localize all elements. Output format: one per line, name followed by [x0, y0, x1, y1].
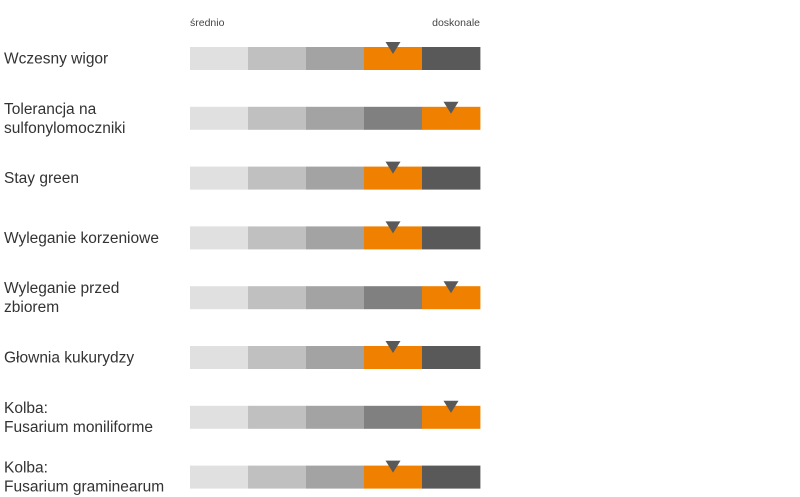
trait-label-line: Kolba: — [4, 400, 48, 417]
rating-marker-icon — [385, 341, 401, 353]
trait-rows: Wczesny wigor Tolerancja na sulfonylomoczn… — [4, 42, 481, 496]
rating-marker-icon — [443, 101, 459, 114]
trait-label-line: zbiorem — [4, 299, 59, 316]
rating-marker-icon — [385, 460, 401, 473]
trait-label: Wyleganie przed zbiorem — [4, 280, 119, 316]
rating-segment — [306, 47, 365, 70]
trait-label: Stay green — [4, 170, 79, 187]
rating-segment — [190, 286, 249, 310]
trait-label: Kolba: Fusarium graminearum — [4, 460, 164, 496]
rating-segment — [248, 405, 307, 429]
trait-label-line: Wczesny wigor — [4, 51, 108, 68]
rating-segment — [364, 405, 423, 429]
trait-label-line: Fusarium graminearum — [4, 479, 164, 496]
rating-segment-selected — [364, 346, 423, 369]
rating-segment — [422, 47, 481, 70]
rating-segment — [306, 106, 365, 130]
trait-label-line: Stay green — [4, 170, 79, 187]
rating-segment-selected — [422, 286, 481, 310]
rating-segment-selected — [364, 465, 423, 489]
rating-segment — [190, 465, 249, 489]
rating-marker-icon — [385, 42, 401, 54]
trait-row: Kolba: Fusarium graminearum — [4, 460, 481, 496]
rating-segment — [306, 166, 365, 190]
trait-label: Tolerancja na sulfonylomoczniki — [4, 101, 125, 137]
rating-segment — [248, 106, 307, 130]
rating-marker-icon — [443, 281, 459, 294]
trait-label-line: sulfonylomoczniki — [4, 120, 125, 137]
rating-segment — [190, 346, 249, 369]
rating-segment — [306, 465, 365, 489]
trait-label: Wczesny wigor — [4, 51, 108, 68]
rating-segment — [190, 106, 249, 130]
rating-segment — [306, 286, 365, 310]
trait-label-line: Tolerancja na — [4, 101, 97, 118]
rating-marker-icon — [385, 161, 401, 174]
trait-row: Wyleganie korzeniowe — [4, 221, 481, 250]
rating-segment-selected — [364, 47, 423, 70]
rating-segment — [248, 226, 307, 250]
rating-segment — [306, 405, 365, 429]
rating-segment — [248, 346, 307, 369]
trait-row: Stay green — [4, 161, 481, 190]
rating-segment — [190, 47, 249, 70]
rating-segment-selected — [364, 166, 423, 190]
rating-segment — [248, 166, 307, 190]
rating-segment — [422, 166, 481, 190]
trait-label-line: Kolba: — [4, 460, 48, 477]
rating-segment — [306, 226, 365, 250]
trait-label: Wyleganie korzeniowe — [4, 230, 159, 247]
rating-segment — [248, 47, 307, 70]
trait-label-line: Głownia kukurydzy — [4, 350, 134, 367]
rating-marker-icon — [443, 400, 459, 413]
rating-segment-selected — [364, 226, 423, 250]
rating-segment-selected — [422, 106, 481, 130]
trait-row: Tolerancja na sulfonylomoczniki — [4, 101, 481, 137]
rating-segment — [190, 405, 249, 429]
trait-row: Kolba: Fusarium moniliforme — [4, 400, 481, 436]
rating-segment — [364, 286, 423, 310]
trait-row: Wyleganie przed zbiorem — [4, 280, 481, 316]
rating-segment — [364, 106, 423, 130]
rating-segment — [422, 465, 481, 489]
rating-segment — [248, 465, 307, 489]
rating-segment — [190, 166, 249, 190]
scale-max-label: doskonale — [432, 17, 480, 29]
scale-min-label: średnio — [190, 17, 225, 29]
rating-segment — [306, 346, 365, 369]
trait-row: Głownia kukurydzy — [4, 341, 481, 369]
rating-segment — [422, 226, 481, 250]
rating-segment — [422, 346, 481, 369]
trait-label: Głownia kukurydzy — [4, 350, 134, 367]
trait-label: Kolba: Fusarium moniliforme — [4, 400, 153, 436]
rating-marker-icon — [385, 221, 401, 234]
trait-label-line: Wyleganie przed — [4, 280, 119, 297]
rating-segment — [190, 226, 249, 250]
trait-row: Wczesny wigor — [4, 42, 481, 70]
rating-segment — [248, 286, 307, 310]
trait-label-line: Fusarium moniliforme — [4, 419, 153, 436]
trait-label-line: Wyleganie korzeniowe — [4, 230, 159, 247]
rating-segment-selected — [422, 405, 481, 429]
